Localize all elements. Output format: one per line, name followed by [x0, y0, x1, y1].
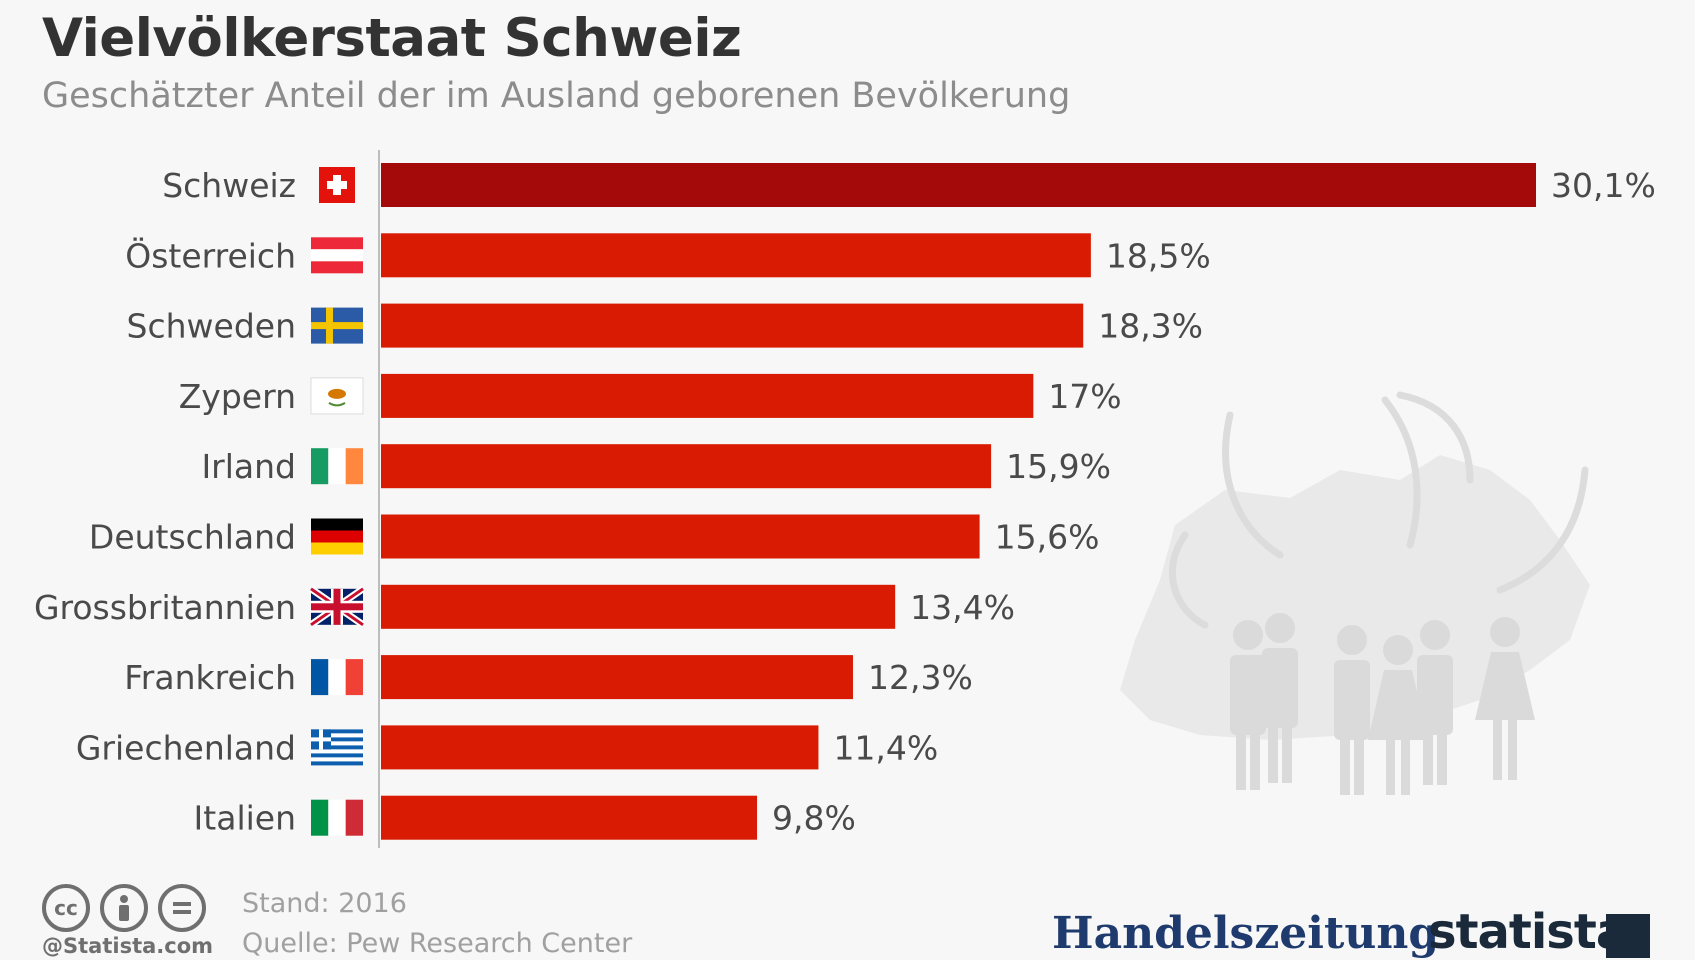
- bar: [381, 584, 896, 629]
- category-label: Deutschland: [89, 518, 296, 557]
- value-label: 13,4%: [910, 588, 1015, 627]
- bar: [381, 655, 853, 700]
- handelszeitung-logo[interactable]: Handelszeitung: [1052, 908, 1440, 959]
- flag-switzerland-icon: [319, 167, 355, 203]
- category-label: Frankreich: [124, 658, 296, 697]
- bar: [381, 514, 980, 559]
- bar: [381, 303, 1084, 348]
- statista-credit: @Statista.com: [42, 934, 214, 958]
- bar: [381, 233, 1091, 278]
- category-label: Österreich: [125, 235, 296, 275]
- statista-logo[interactable]: statista: [1428, 904, 1628, 960]
- value-label: 15,6%: [995, 518, 1100, 557]
- value-label: 12,3%: [868, 658, 973, 697]
- category-label: Griechenland: [76, 728, 296, 767]
- statista-mark-icon: [1606, 914, 1650, 958]
- flag-sweden-icon: [311, 307, 363, 344]
- value-label: 9,8%: [772, 799, 856, 838]
- value-label: 11,4%: [833, 728, 938, 767]
- category-label: Grossbritannien: [34, 588, 296, 627]
- bar: [381, 795, 758, 840]
- category-label: Irland: [201, 447, 296, 486]
- flag-italy-icon: [311, 799, 363, 836]
- flag-uk-icon: [309, 585, 365, 628]
- value-label: 18,5%: [1106, 236, 1211, 275]
- value-label: 18,3%: [1098, 307, 1203, 346]
- flag-greece-icon: [311, 729, 363, 766]
- category-label: Zypern: [179, 377, 296, 416]
- license-icons: cc: [42, 884, 206, 932]
- bar: [381, 725, 819, 770]
- flag-ireland-icon: [311, 448, 363, 485]
- chart-subtitle: Geschätzter Anteil der im Ausland gebore…: [42, 76, 1071, 116]
- flag-austria-icon: [311, 237, 363, 274]
- category-label: Schweden: [127, 307, 296, 346]
- bar: [381, 163, 1536, 207]
- no-derivatives-icon: [158, 884, 206, 932]
- chart-title: Vielvölkerstaat Schweiz: [42, 8, 742, 69]
- bar: [381, 373, 1034, 418]
- footer-stand: Stand: 2016: [242, 888, 407, 919]
- flag-cyprus-icon: [310, 377, 364, 415]
- bar-chart: Schweiz 30,1% Österreich 18,5% Schweden 18,3%…: [34, 150, 1656, 848]
- category-label: Schweiz: [162, 166, 296, 205]
- footer-source: Quelle: Pew Research Center: [242, 928, 633, 959]
- value-label: 15,9%: [1006, 447, 1111, 486]
- category-label: Italien: [194, 799, 296, 838]
- flag-germany-icon: [311, 518, 363, 555]
- flag-france-icon: [311, 659, 363, 696]
- value-label: 17%: [1048, 377, 1121, 416]
- cc-icon: cc: [42, 884, 90, 932]
- attribution-icon: [100, 884, 148, 932]
- bar: [381, 444, 992, 489]
- value-label: 30,1%: [1551, 166, 1656, 205]
